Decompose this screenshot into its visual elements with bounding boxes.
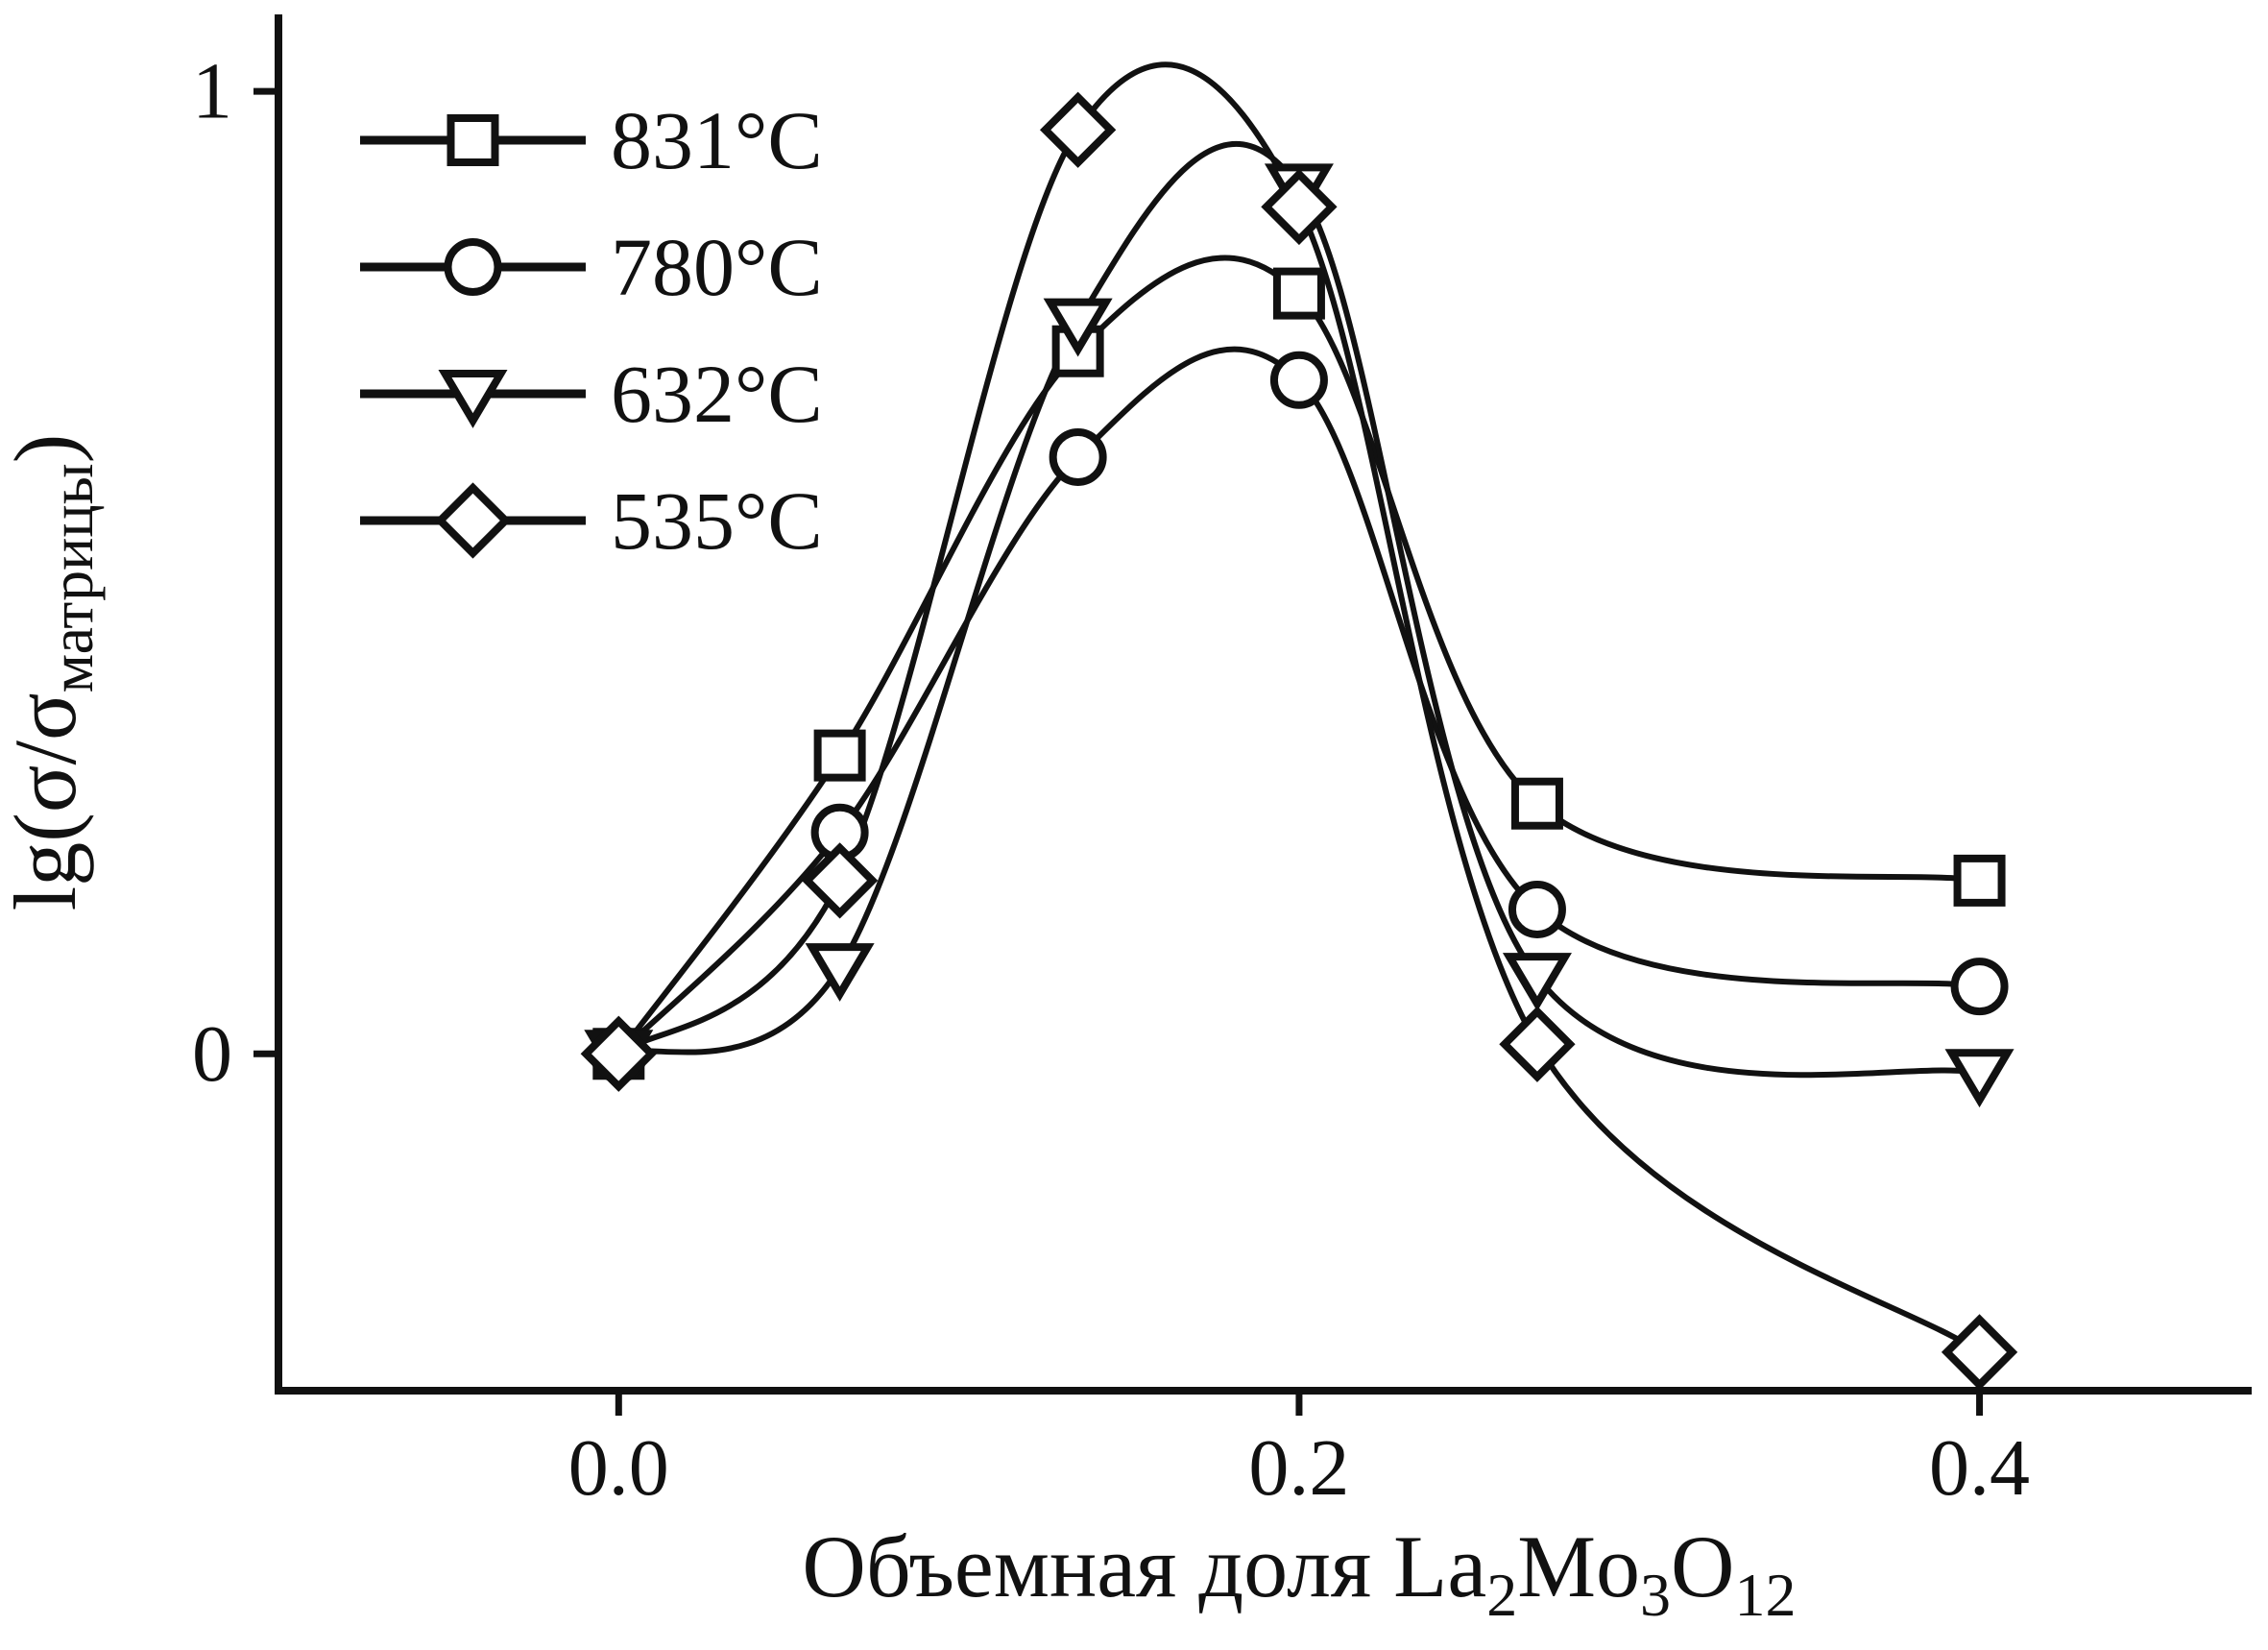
point-780°C-2 — [1049, 427, 1107, 486]
series-line-535°C — [616, 61, 1982, 1355]
legend-label: 831°C — [611, 94, 823, 186]
legend-item-632°C: 632°C — [360, 348, 823, 440]
x-axis-title: Объемная доля La2Mo3O12 — [802, 1517, 1796, 1629]
point-831°C-5 — [1953, 854, 2006, 907]
point-632°C-2 — [1043, 298, 1113, 357]
legend-label: 535°C — [611, 474, 823, 567]
point-780°C-5 — [1950, 958, 2009, 1016]
point-831°C-4 — [1510, 777, 1563, 830]
axes — [275, 14, 2252, 1395]
point-632°C-4 — [1502, 953, 1572, 1011]
point-632°C-5 — [1944, 1049, 2015, 1108]
y-tick-label: 1 — [192, 47, 232, 136]
legend-item-831°C: 831°C — [360, 94, 823, 186]
legend-marker-square — [446, 114, 499, 166]
point-535°C-1 — [801, 842, 879, 919]
point-535°C-4 — [1499, 1006, 1576, 1082]
point-535°C-5 — [1941, 1314, 2018, 1391]
x-tick-label: 0.4 — [1929, 1423, 2030, 1513]
x-tick-label: 0.2 — [1248, 1423, 1349, 1513]
legend-marker-circle — [444, 238, 502, 296]
legend-item-780°C: 780°C — [360, 221, 823, 313]
point-831°C-3 — [1272, 267, 1325, 320]
point-535°C-2 — [1039, 91, 1117, 168]
point-632°C-1 — [805, 943, 875, 1002]
point-535°C-3 — [1261, 168, 1338, 246]
legend-item-535°C: 535°C — [360, 474, 823, 567]
y-tick-label: 0 — [192, 1009, 232, 1099]
point-535°C-0 — [580, 1015, 657, 1092]
point-780°C-4 — [1508, 880, 1566, 938]
series-lines — [615, 61, 1982, 1355]
legend-marker-triangle-down — [438, 370, 508, 428]
x-tick-label: 0.0 — [568, 1423, 669, 1513]
y-axis-title: lg(σ/σматрицы) — [0, 434, 106, 911]
legend: 831°C 780°C 632°C 535°C — [360, 94, 823, 567]
legend-label: 780°C — [611, 221, 823, 313]
series-markers — [580, 91, 2018, 1391]
point-780°C-3 — [1269, 351, 1328, 409]
point-831°C-1 — [813, 729, 866, 782]
legend-label: 632°C — [611, 348, 823, 440]
legend-marker-diamond — [434, 482, 512, 559]
